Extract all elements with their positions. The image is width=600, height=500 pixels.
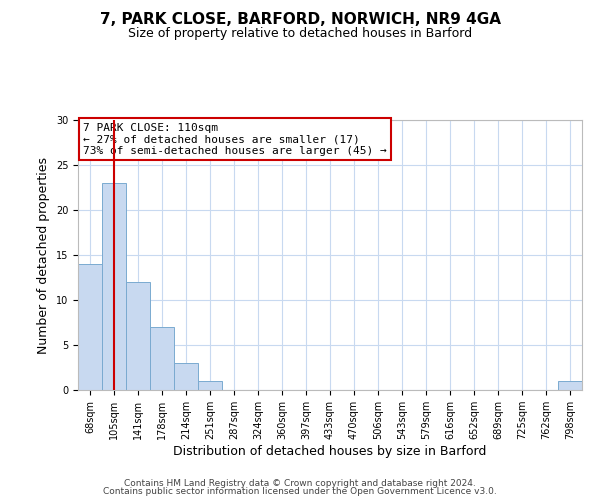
Bar: [102, 183, 126, 390]
Bar: [126, 282, 150, 390]
X-axis label: Distribution of detached houses by size in Barford: Distribution of detached houses by size …: [173, 445, 487, 458]
Text: 7 PARK CLOSE: 110sqm
← 27% of detached houses are smaller (17)
73% of semi-detac: 7 PARK CLOSE: 110sqm ← 27% of detached h…: [83, 122, 387, 156]
Text: 7, PARK CLOSE, BARFORD, NORWICH, NR9 4GA: 7, PARK CLOSE, BARFORD, NORWICH, NR9 4GA: [100, 12, 500, 28]
Bar: [198, 381, 222, 390]
Text: Contains HM Land Registry data © Crown copyright and database right 2024.: Contains HM Land Registry data © Crown c…: [124, 478, 476, 488]
Bar: [558, 381, 582, 390]
Bar: [174, 363, 198, 390]
Bar: [78, 264, 102, 390]
Bar: [150, 327, 174, 390]
Text: Size of property relative to detached houses in Barford: Size of property relative to detached ho…: [128, 28, 472, 40]
Y-axis label: Number of detached properties: Number of detached properties: [37, 156, 50, 354]
Text: Contains public sector information licensed under the Open Government Licence v3: Contains public sector information licen…: [103, 487, 497, 496]
